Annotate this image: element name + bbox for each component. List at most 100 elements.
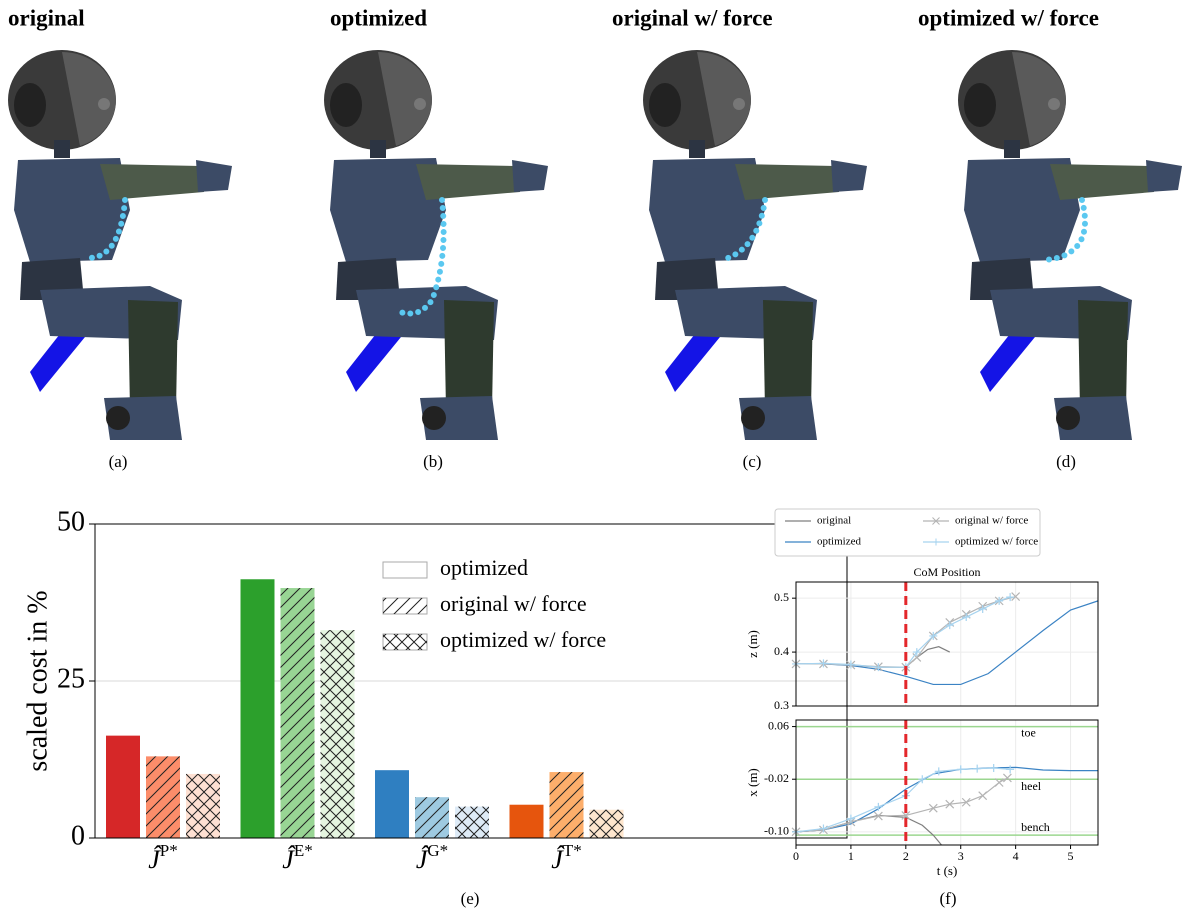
line-marker	[819, 824, 828, 833]
axes-frame	[795, 581, 1099, 707]
legend-label: optimized	[817, 536, 861, 548]
panel-caption: (b)	[423, 452, 443, 471]
line-marker	[945, 799, 955, 809]
bar	[240, 579, 275, 838]
line-marker	[945, 621, 954, 630]
panel-d: optimized w/ force (d)	[918, 5, 1182, 471]
y-axis-label: z (m)	[745, 630, 760, 658]
legend-hatch	[383, 598, 427, 614]
bar-hatch	[186, 773, 220, 838]
x-tick-label: 1	[848, 849, 854, 863]
axes-frame	[94, 523, 848, 839]
y-tick-label: -0.02	[764, 771, 789, 785]
line-marker	[929, 631, 938, 640]
category-symbol: Ĵ	[282, 845, 296, 874]
chart-caption: (f)	[940, 889, 957, 908]
bar	[106, 735, 140, 838]
x-axis-label: t (s)	[937, 863, 958, 878]
bar	[375, 770, 409, 838]
line-series	[795, 766, 1098, 833]
x-tick-label: 2	[903, 849, 909, 863]
line-marker	[928, 803, 938, 813]
line-marker	[1006, 593, 1015, 602]
line-marker	[989, 764, 998, 773]
legend-label: original w/ force	[440, 591, 587, 616]
category-symbol: Ĵ	[551, 845, 565, 874]
category-superscript: G*	[427, 841, 448, 860]
reference-label: heel	[1021, 779, 1042, 793]
axes-frame	[795, 719, 1099, 846]
legend-label: original w/ force	[955, 515, 1028, 527]
robot-image	[324, 50, 548, 440]
line-marker	[1006, 765, 1015, 774]
category-symbol: Ĵ	[148, 845, 162, 874]
line-marker	[934, 767, 943, 776]
x-tick-label: ĴP*	[148, 841, 178, 874]
reference-label: toe	[1021, 725, 1036, 739]
x-tick-label: ĴE*	[282, 841, 312, 874]
line-series	[795, 777, 1008, 833]
panel-caption: (d)	[1056, 452, 1076, 471]
com-trace	[1042, 197, 1088, 263]
line-marker	[978, 791, 988, 801]
y-tick-label: 0	[71, 820, 85, 851]
bar-hatch	[280, 588, 315, 838]
y-axis-label: x (m)	[745, 768, 760, 797]
line-series	[795, 767, 1011, 833]
bar-hatch	[589, 809, 624, 838]
x-tick-label: 5	[1068, 849, 1074, 863]
y-axis-label: scaled cost in %	[22, 590, 53, 771]
line-marker	[819, 659, 828, 668]
line-series	[795, 596, 1011, 668]
line-marker	[962, 613, 971, 622]
bar	[509, 804, 544, 838]
robot-image	[8, 50, 232, 440]
legend-box	[774, 508, 1041, 557]
robot-image	[643, 50, 867, 440]
panel-title: optimized w/ force	[918, 5, 1099, 30]
legend-hatch	[383, 634, 427, 650]
y-tick-label: 50	[57, 506, 85, 537]
category-symbol: Ĵ	[416, 845, 430, 874]
line-marker	[874, 802, 883, 811]
line-marker	[1011, 592, 1021, 601]
line-marker	[918, 775, 927, 784]
x-tick-label: ĴG*	[416, 841, 448, 874]
bar-hatch	[320, 630, 355, 838]
y-tick-label: 25	[57, 663, 85, 694]
chart-title: CoM Position	[913, 565, 980, 579]
line-marker	[994, 778, 1004, 787]
line-marker	[874, 663, 883, 672]
line-marker	[846, 660, 855, 669]
x-tick-label: ĴT*	[551, 841, 581, 874]
legend-label: optimized	[440, 555, 528, 580]
panel-c: original w/ force (c)	[612, 5, 867, 471]
y-tick-label: 0.06	[768, 718, 789, 732]
com-trace	[719, 197, 768, 263]
bar-hatch	[415, 797, 449, 838]
bar-hatch	[146, 756, 180, 838]
line-marker	[956, 765, 965, 774]
y-tick-label: -0.10	[764, 824, 789, 838]
chart-caption: (e)	[461, 889, 480, 908]
panel-a: original (a)	[8, 5, 232, 471]
panel-b: optimized (b)	[324, 5, 548, 471]
y-tick-label: 0.4	[774, 644, 789, 658]
line-marker	[912, 648, 921, 657]
x-tick-label: 3	[958, 849, 964, 863]
x-tick-label: 0	[793, 849, 799, 863]
panel-title: optimized	[330, 5, 427, 30]
legend-label: optimized w/ force	[440, 627, 606, 652]
line-marker	[978, 604, 987, 613]
y-tick-label: 0.5	[774, 590, 789, 604]
bar-hatch	[455, 806, 489, 838]
x-tick-label: 4	[1013, 849, 1019, 863]
category-superscript: P*	[160, 841, 178, 860]
com-trace	[85, 197, 128, 261]
line-series	[796, 600, 1099, 686]
com-trace	[397, 197, 447, 317]
panel-title: original w/ force	[612, 5, 773, 30]
panel-title: original	[8, 5, 85, 30]
panel-caption: (c)	[743, 452, 762, 471]
line-marker	[995, 596, 1004, 605]
